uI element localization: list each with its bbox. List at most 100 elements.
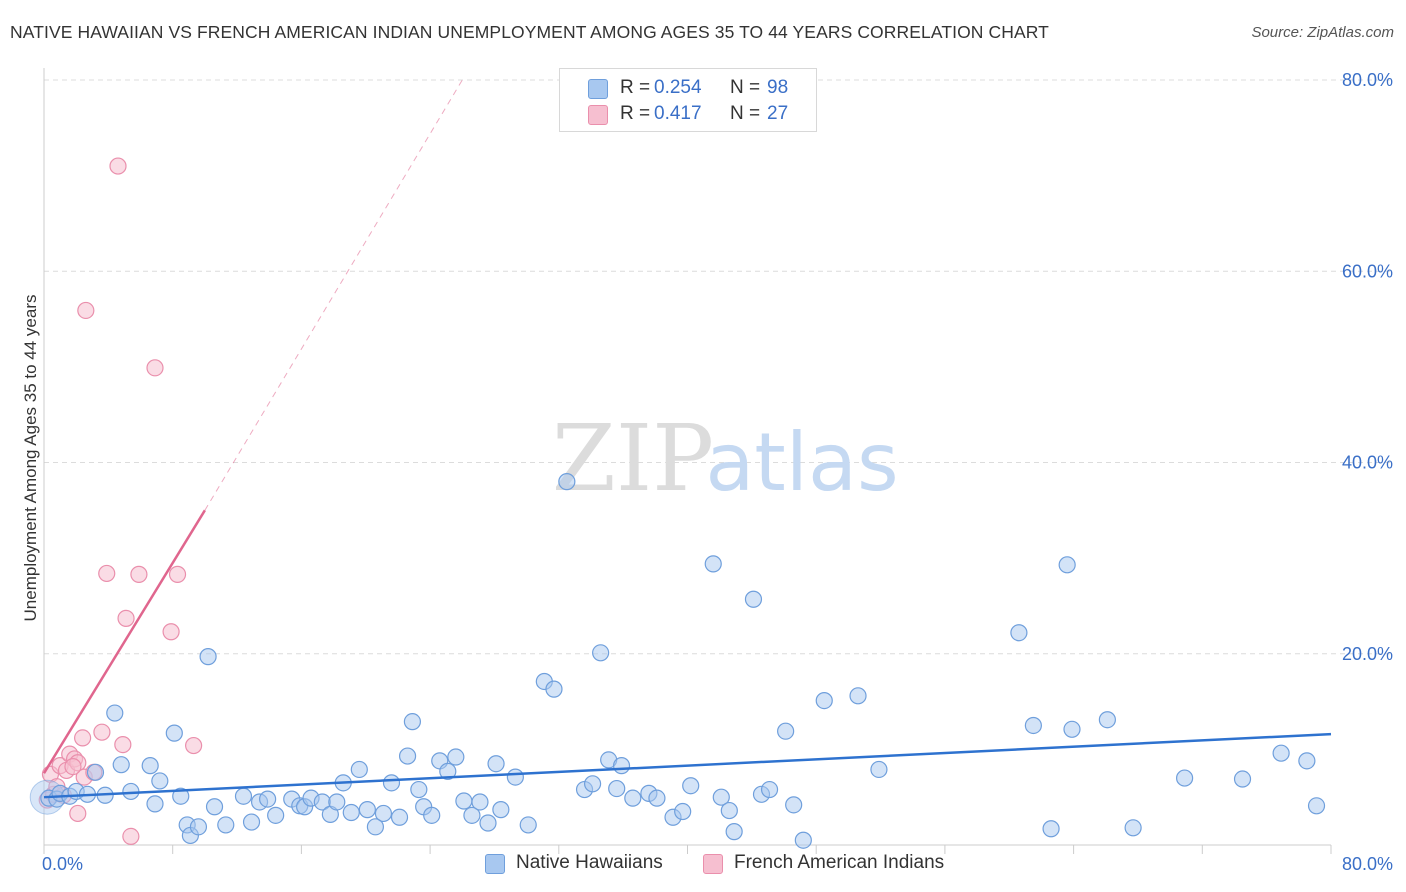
data-point [234, 787, 253, 805]
data-point [1042, 820, 1060, 838]
legend-swatch-pink [703, 854, 723, 874]
data-point [112, 756, 130, 774]
data-point [114, 735, 132, 754]
data-point [1010, 624, 1028, 642]
data-point [390, 808, 409, 826]
data-point [205, 798, 224, 816]
data-point [328, 793, 346, 811]
data-point [648, 789, 666, 807]
trendline-native-hawaiians [43, 732, 1332, 799]
data-point [463, 806, 481, 824]
data-point [168, 565, 187, 583]
data-point [592, 644, 610, 662]
data-point [366, 818, 385, 836]
data-point [77, 301, 95, 320]
x-tick-label: 0.0% [42, 854, 83, 874]
data-point [720, 801, 738, 820]
data-point [165, 724, 183, 742]
data-point [506, 768, 524, 786]
data-point [267, 806, 285, 824]
legend-n-value: 27 [767, 103, 789, 124]
data-point [109, 157, 127, 175]
data-point [86, 763, 105, 781]
data-point [744, 590, 763, 608]
data-point [382, 774, 401, 792]
data-point [217, 816, 235, 834]
source-credit: Source: ZipAtlas.com [1251, 24, 1394, 41]
data-point [69, 804, 87, 823]
data-point [172, 787, 190, 805]
series-legend: Native Hawaiians French American Indians [0, 852, 1406, 876]
watermark-zip: ZIP [552, 405, 714, 512]
data-point [1058, 556, 1076, 574]
data-point [794, 831, 812, 849]
data-point [1298, 752, 1316, 770]
legend-swatch-blue [588, 79, 608, 99]
legend-swatch-pink [588, 105, 608, 125]
x-tick-label: 80.0% [1342, 854, 1393, 874]
correlation-legend: R = 0.254 N = 98 R = 0.417 N = 27 [559, 68, 817, 132]
y-tick-label: 40.0% [1342, 453, 1393, 473]
legend-n-value: 98 [767, 77, 789, 98]
legend-r-label: R = [620, 103, 651, 124]
data-point [374, 804, 393, 823]
data-point [455, 792, 473, 810]
data-point [242, 813, 261, 831]
data-point [447, 748, 465, 766]
data-point [704, 555, 722, 573]
data-point [479, 814, 497, 832]
data-point [624, 789, 642, 807]
data-point [487, 755, 505, 773]
data-point [199, 648, 217, 666]
trendline-french-american-indians [42, 509, 206, 774]
data-point [439, 762, 457, 780]
y-tick-label: 60.0% [1342, 261, 1393, 281]
data-point [162, 623, 180, 641]
data-point [1233, 770, 1252, 788]
data-point [777, 722, 795, 740]
data-point [64, 757, 82, 776]
data-point [130, 565, 148, 583]
data-point [558, 473, 576, 491]
data-point [471, 793, 489, 811]
data-point [1307, 797, 1326, 815]
data-point [760, 780, 779, 799]
data-point [146, 795, 164, 813]
data-point [785, 796, 803, 814]
data-point [146, 359, 164, 377]
data-point [870, 760, 888, 779]
data-point [410, 780, 428, 799]
data-point [583, 775, 602, 793]
data-point [185, 736, 203, 755]
data-point [712, 788, 730, 806]
data-point [122, 827, 140, 845]
data-point [1124, 819, 1142, 837]
data-point [259, 790, 277, 808]
data-point [519, 816, 537, 834]
tick-labels: 20.0% 40.0% 60.0% 80.0% 0.0% 80.0% [42, 70, 1393, 874]
legend-label: Native Hawaiians [516, 852, 663, 873]
data-point [674, 802, 692, 821]
data-point [1024, 716, 1042, 735]
chart-title: NATIVE HAWAIIAN VS FRENCH AMERICAN INDIA… [10, 22, 1049, 42]
data-point [106, 704, 124, 722]
data-point [545, 680, 563, 698]
y-tick-label: 80.0% [1342, 70, 1393, 90]
data-point [815, 692, 833, 710]
watermark: ZIP atlas [552, 405, 899, 512]
data-point [612, 757, 631, 775]
legend-n-label: N = [730, 77, 761, 98]
legend-r-value: 0.254 [654, 77, 702, 98]
data-point [725, 823, 743, 841]
data-point [1098, 711, 1116, 729]
pink-points [38, 157, 203, 845]
data-point [74, 729, 92, 747]
trendline-extension-french-american-indians [204, 79, 463, 511]
data-point [141, 757, 159, 775]
data-point [849, 687, 867, 705]
axes [43, 68, 1332, 854]
data-point [423, 806, 441, 824]
data-point [403, 713, 422, 731]
legend-r-value: 0.417 [654, 103, 702, 124]
